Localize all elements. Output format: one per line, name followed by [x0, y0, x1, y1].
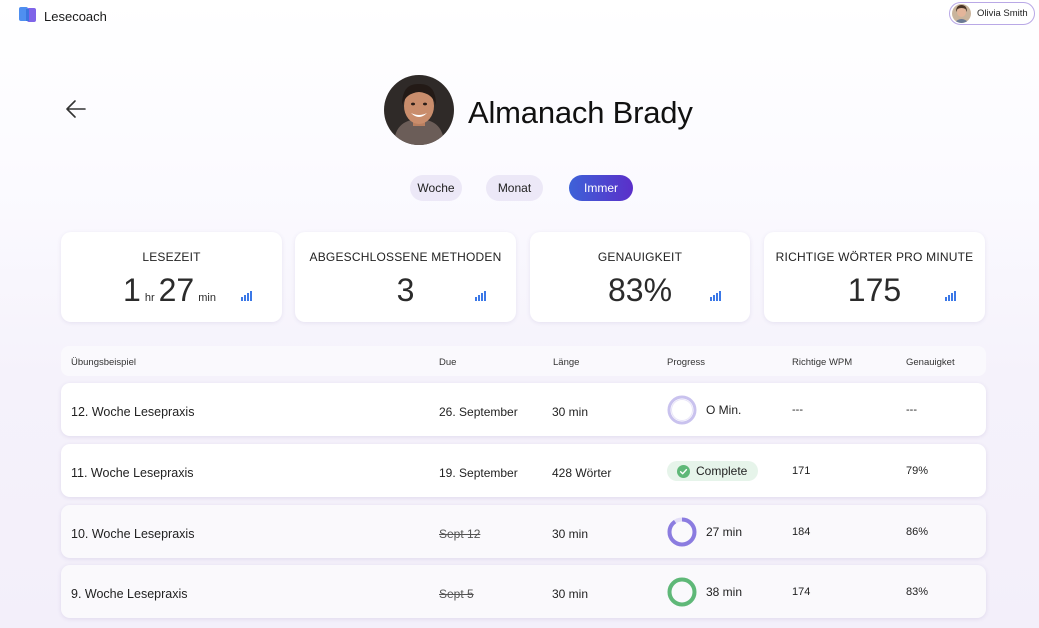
assignment-accuracy: ---	[906, 404, 917, 416]
assignment-name: 12. Woche Lesepraxis	[71, 405, 195, 419]
student-avatar	[384, 75, 454, 145]
stat-value-completed-methods: 3	[396, 272, 415, 308]
assignment-name: 9. Woche Lesepraxis	[71, 587, 188, 601]
assignment-name: 10. Woche Lesepraxis	[71, 527, 195, 541]
table-row[interactable]: 9. Woche Lesepraxis Sept 5 30 min 38 min…	[61, 565, 986, 618]
table-row[interactable]: 10. Woche Lesepraxis Sept 12 30 min 27 m…	[61, 505, 986, 558]
table-row[interactable]: 12. Woche Lesepraxis 26. September 30 mi…	[61, 383, 986, 436]
user-name: Olivia Smith	[977, 8, 1028, 19]
column-header-length[interactable]: Länge	[553, 357, 580, 368]
reading-hours-unit: hr	[144, 292, 155, 304]
complete-badge: Complete	[667, 461, 758, 481]
assignment-length: 30 min	[552, 587, 589, 601]
stat-title-completed-methods: Abgeschlossene Methoden	[309, 250, 502, 264]
assignment-accuracy: 79%	[906, 465, 929, 477]
tab-month[interactable]: Monat	[486, 175, 543, 201]
progress-indicator: 38 min	[667, 577, 742, 607]
back-arrow-icon[interactable]	[64, 97, 88, 121]
stat-card-reading-time: Lesezeit 1 hr 27 min	[61, 232, 282, 322]
assignment-name: 11. Woche Lesepraxis	[71, 466, 194, 480]
column-header-progress[interactable]: Progress	[667, 357, 706, 368]
stat-value-wpm: 175	[847, 272, 902, 308]
tab-all-time[interactable]: Immer	[569, 175, 633, 201]
progress-ring-icon	[667, 517, 697, 547]
reading-minutes: 27	[158, 272, 195, 308]
progress-text: 27 min	[706, 525, 743, 539]
user-avatar	[952, 4, 971, 23]
progress-text: Complete	[696, 464, 748, 478]
stat-value-reading-time: 1 hr 27 min	[61, 272, 282, 309]
app-title: Lesecoach	[44, 9, 107, 24]
assignment-due: Sept 12	[439, 527, 481, 541]
trend-chart-icon[interactable]	[241, 290, 252, 301]
progress-ring-icon	[667, 395, 697, 425]
progress-indicator: O Min.	[667, 395, 741, 425]
stat-card-accuracy: Genauigkeit 83%	[530, 232, 750, 322]
column-header-name[interactable]: Übungsbeispiel	[71, 357, 136, 368]
stat-title-accuracy: Genauigkeit	[597, 250, 683, 264]
assignment-wpm: 184	[792, 526, 811, 538]
assignment-length: 428 Wörter	[552, 466, 612, 480]
progress-text: O Min.	[706, 403, 742, 417]
progress-ring-icon	[667, 577, 697, 607]
assignment-length: 30 min	[552, 405, 589, 419]
assignment-accuracy: 83%	[906, 586, 929, 598]
trend-chart-icon[interactable]	[945, 290, 956, 301]
trend-chart-icon[interactable]	[710, 290, 721, 301]
check-circle-icon	[677, 464, 690, 478]
lesecoach-logo-icon	[19, 7, 36, 22]
table-row[interactable]: 11. Woche Lesepraxis 19. September 428 W…	[61, 444, 986, 497]
column-header-due[interactable]: Due	[439, 357, 457, 368]
assignment-wpm: 174	[792, 586, 811, 598]
reading-minutes-unit: min	[198, 292, 216, 304]
assignment-due: 26. September	[439, 405, 518, 419]
progress-text: 38 min	[706, 585, 743, 599]
user-account-button[interactable]: Olivia Smith	[949, 2, 1035, 25]
reading-hours: 1	[123, 272, 141, 308]
table-header: Übungsbeispiel Due Länge Progress Richti…	[61, 346, 986, 376]
stat-card-wpm: Richtige Wörter pro Minute 175	[764, 232, 985, 322]
assignment-due: 19. September	[439, 466, 518, 480]
tab-week[interactable]: Woche	[410, 175, 462, 201]
column-header-wpm[interactable]: Richtige WPM	[792, 357, 853, 368]
assignment-length: 30 min	[552, 527, 589, 541]
student-name: Almanach Brady	[468, 95, 693, 130]
stat-card-completed-methods: Abgeschlossene Methoden 3	[295, 232, 516, 322]
trend-chart-icon[interactable]	[475, 290, 486, 301]
progress-indicator: 27 min	[667, 517, 742, 547]
column-header-accuracy[interactable]: Genauigket	[906, 357, 955, 368]
stat-title-reading-time: Lesezeit	[142, 250, 201, 264]
assignment-wpm: ---	[792, 404, 803, 416]
assignment-accuracy: 86%	[906, 526, 929, 538]
stat-value-accuracy: 83%	[607, 272, 673, 308]
stat-title-wpm: Richtige Wörter pro Minute	[775, 250, 974, 264]
assignment-due: Sept 5	[439, 587, 474, 601]
assignment-wpm: 171	[792, 465, 811, 477]
